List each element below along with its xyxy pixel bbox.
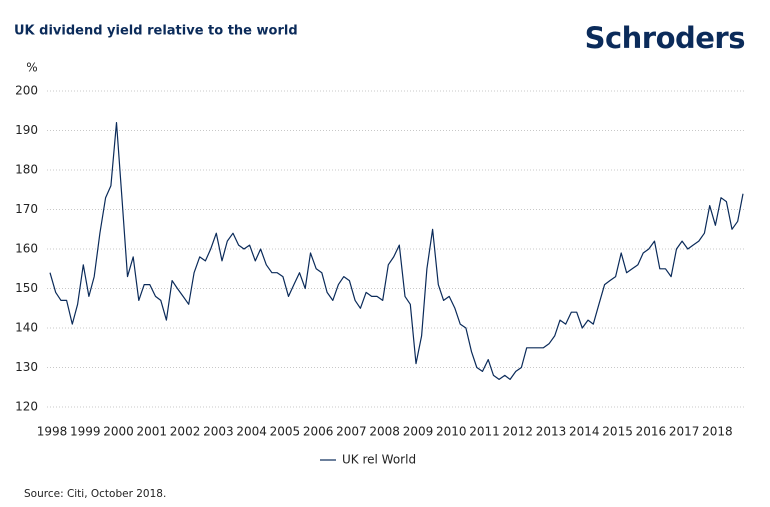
x-tick-label: 2000 (103, 425, 134, 439)
legend-label: UK rel World (342, 453, 416, 467)
chart-title: UK dividend yield relative to the world (14, 24, 298, 39)
x-tick-label: 1999 (70, 425, 101, 439)
logo: Schroders (585, 21, 745, 55)
y-unit: % (26, 61, 37, 75)
x-tick-label: 2006 (303, 425, 334, 439)
x-tick-label: 2001 (137, 425, 168, 439)
y-tick-label: 200 (15, 84, 38, 98)
x-tick-label: 2003 (203, 425, 234, 439)
x-tick-label: 2002 (170, 425, 201, 439)
y-tick-label: 180 (15, 163, 38, 177)
y-tick-label: 190 (15, 123, 38, 137)
y-tick-label: 130 (15, 360, 38, 374)
x-tick-label: 2010 (436, 425, 467, 439)
x-tick-label: 2005 (270, 425, 301, 439)
source: Source: Citi, October 2018. (24, 488, 166, 500)
y-tick-label: 150 (15, 281, 38, 295)
y-tick-label: 140 (15, 321, 38, 335)
x-tick-label: 2017 (669, 425, 700, 439)
x-tick-label: 2008 (369, 425, 400, 439)
y-tick-label: 120 (15, 400, 38, 414)
x-tick-label: 2018 (702, 425, 733, 439)
y-tick-label: 160 (15, 242, 38, 256)
x-tick-label: 2013 (536, 425, 567, 439)
x-tick-label: 2012 (502, 425, 533, 439)
x-tick-label: 2015 (602, 425, 633, 439)
x-tick-label: 2011 (469, 425, 500, 439)
x-tick-label: 2014 (569, 425, 600, 439)
x-tick-label: 1998 (37, 425, 68, 439)
x-tick-label: 2016 (636, 425, 667, 439)
series-line (49, 122, 744, 380)
x-tick-label: 2007 (336, 425, 367, 439)
x-tick-label: 2004 (236, 425, 267, 439)
y-tick-label: 170 (15, 202, 38, 216)
x-tick-label: 2009 (403, 425, 434, 439)
